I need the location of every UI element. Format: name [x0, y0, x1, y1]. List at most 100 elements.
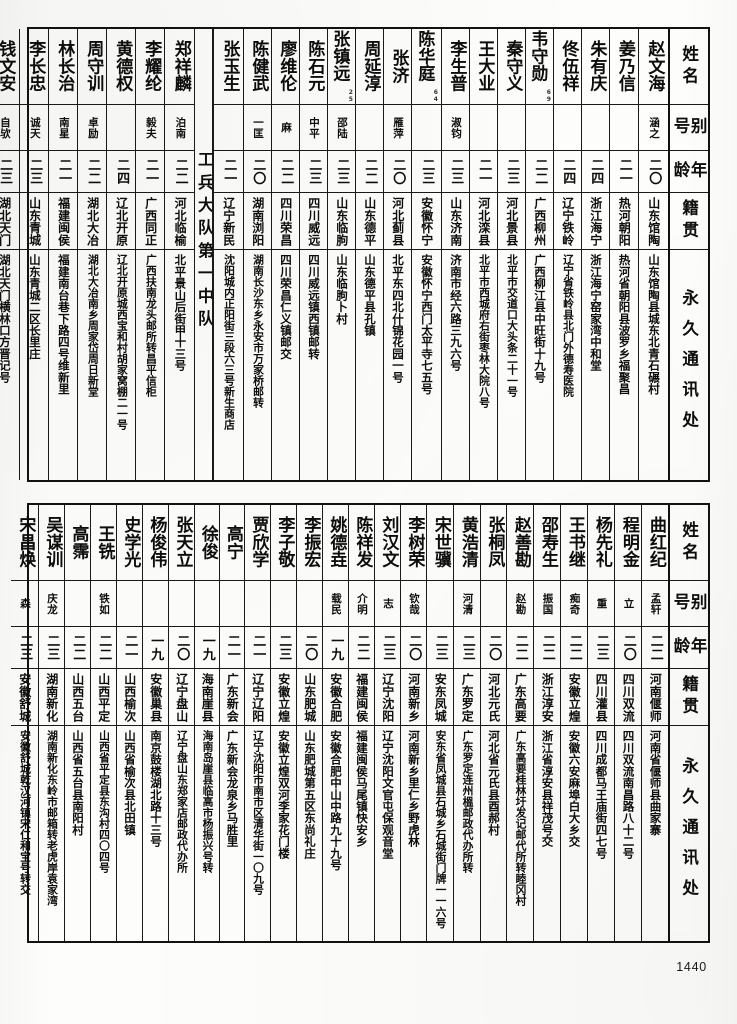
entry-origin: 山东临朐: [328, 193, 355, 250]
entry-age-text: 二三: [448, 157, 464, 186]
name-footnote-marker: 25: [347, 89, 355, 103]
entry-name: 周守训: [78, 29, 107, 105]
entry-age: 二三: [328, 151, 355, 193]
entry-name-text: 李耀纶: [141, 40, 162, 93]
entry-name: 张玉生: [214, 29, 243, 105]
entry-age-text: 二一: [616, 157, 632, 186]
entry-origin-text: 山西榆次: [122, 672, 137, 722]
entry-alias-text: 诚天: [28, 116, 41, 139]
entry-address-text: 北平市交道口大头条二十一号: [505, 254, 519, 398]
entry-address-text: 辽宁沈阳市南市区清华街一〇九号: [251, 730, 265, 896]
entry-name: 钱文安: [0, 29, 20, 105]
entry-origin: 浙江海宁: [582, 193, 609, 250]
entry-name-text: 钱文安: [0, 40, 16, 93]
entry-address-text: 安徽六安麻埠白大乡交: [567, 730, 582, 848]
entry-name-text: 王书继: [564, 516, 585, 569]
entry-address: 北平景山后街甲十三号: [165, 250, 194, 480]
entry-name-text: 张桐凤: [484, 516, 505, 569]
entry-age: 二一: [610, 151, 638, 193]
entry-name-text: 宋世骥: [430, 516, 451, 569]
entry-age-text: 二二: [539, 633, 555, 662]
entry-age: 二二: [534, 627, 560, 669]
entry-origin-text: 四川灌县: [594, 672, 609, 722]
entry-alias: [470, 105, 497, 151]
roster-entry-column: 周守训 卓励 二二 湖北大冶 湖北大冶南乡周家岱周日新堂: [77, 29, 107, 480]
entry-address-text: 辽宁沈阳文官屯保观音堂: [380, 730, 395, 860]
entry-origin: 安东凤城: [427, 669, 453, 726]
entry-age-text: 二〇: [390, 157, 406, 186]
entry-name-text: 秦守义: [502, 40, 523, 93]
roster-entry-column: 姚德垚 载民 一九 安徽合肥 安徽合肥中山中路九十九号: [322, 505, 348, 941]
entry-origin-text: 山东临朐: [334, 196, 349, 246]
roster-entry-column: 黄德权 二四 辽北开原 辽北开原城西宝和村胡家窝棚二一号: [106, 29, 136, 480]
entry-age: 二一: [214, 151, 243, 193]
header-age-text: 年龄: [671, 160, 708, 183]
name-text: 陈华庭: [414, 30, 435, 83]
entry-alias: 自欤: [0, 105, 20, 151]
entry-address-text: 广西扶南龙头邮所转昌平信柜: [144, 254, 158, 398]
entry-address-text: 沈阳城内正阳街三段六三号新生商店: [222, 254, 236, 431]
entry-address-text: 四川成都马王庙街四七号: [594, 730, 609, 860]
entry-address: 山西省平定县东沟村四〇四号: [91, 726, 116, 941]
entry-origin-text: 浙江海宁: [588, 196, 603, 246]
entry-address: 广东新会龙泉乡马胜里: [220, 726, 244, 941]
header-alias: 别号: [670, 105, 708, 151]
entry-name: 张镇远 25: [328, 29, 355, 105]
entry-name: 赵文海: [639, 29, 668, 105]
entry-name-text: 李子敬: [274, 516, 295, 569]
entry-alias-text: 钦哉: [407, 592, 420, 615]
entry-alias-text: 森: [18, 598, 31, 609]
entry-name: 李子敬: [271, 505, 296, 581]
entry-age-text: 二四: [588, 157, 604, 186]
header-address-text: 永久通讯处: [679, 757, 699, 910]
entry-origin-text: 辽宁新民: [221, 196, 236, 246]
entry-origin-text: 山西平定: [96, 672, 111, 722]
entry-alias: [526, 105, 553, 151]
header-alias-text: 别号: [671, 592, 708, 615]
entry-alias: [65, 581, 90, 627]
roster-entry-column: 赵善勘 赵勘 二二 广东高要 广东高要桂林圩发记邮代所转睦冈村: [506, 505, 533, 941]
entry-alias: [412, 105, 441, 151]
entry-origin-text: 安徽立煌: [567, 672, 582, 722]
entry-alias: 立: [615, 581, 641, 627]
entry-address-text: 安徽立煌双河李家花门楼: [276, 730, 291, 860]
entry-age: 二〇: [615, 627, 641, 669]
entry-name: 刘汉文: [375, 505, 400, 581]
roster-entry-column: 贾欣学 二一 辽宁辽阳 辽宁沈阳市南市区清华街一〇九号: [244, 505, 270, 941]
entry-address-text: 河南省偃师县曲家寨: [648, 730, 663, 836]
entry-address-text: 广东新会龙泉乡马胜里: [225, 730, 240, 848]
entry-address-text: 辽宁盘山东郑家店邮政代办所: [175, 730, 189, 874]
entry-address-text: 湖北天门横林口方晋记号: [0, 254, 12, 384]
entry-origin-text: 河南偃师: [648, 672, 663, 722]
entry-age: 二〇: [169, 627, 194, 669]
entry-origin: 湖南浏阳: [244, 193, 271, 250]
roster-entry-column: 杨先礼重二三 四川灌县 四川成都马王庙街四七号: [587, 505, 614, 941]
entry-address: 山西省榆次县北田镇: [117, 726, 142, 941]
entry-name: 杨先礼: [588, 505, 614, 581]
entry-age-text: 二三: [306, 157, 322, 186]
entry-address-text: 四川荣昌仁义镇邮交: [278, 254, 293, 360]
entry-origin-text: 山东济南: [448, 196, 463, 246]
entry-name-text: 林长治: [54, 40, 75, 93]
entry-age-text: 二一: [476, 157, 492, 186]
entry-age: 二三: [20, 151, 49, 193]
entry-alias: [481, 581, 506, 627]
entry-age-text: 二三: [432, 633, 448, 662]
entry-age: 二三: [11, 627, 38, 669]
entry-name: 黄浩清: [454, 505, 480, 581]
entry-address: 热河省朝阳县波罗乡福聚昌: [610, 250, 638, 480]
entry-address: 广东罗定连州榲邮政代办所转: [454, 726, 480, 941]
entry-address: 安徽舒城乾汉河镇宋仁和宝号转交: [11, 726, 38, 941]
entry-age-text: 二二: [566, 633, 582, 662]
roster-entry-column: 王大业 二一 河北滦县 北平市西城府右街枣林大院八号: [469, 29, 497, 480]
entry-alias-text: 庆龙: [45, 592, 58, 615]
entry-origin: 广西同正: [136, 193, 165, 250]
unit-title: 工兵大队第一中队: [195, 151, 214, 333]
roster-entry-column: 宋世骥 二三 安东凤城 安东省凤城县石城乡石城街门牌一一六号: [426, 505, 453, 941]
entry-origin: 河南偃师: [642, 669, 668, 726]
entry-name-text: 朱有庆: [586, 40, 607, 93]
entry-alias-text: 邵陆: [335, 116, 348, 139]
entry-alias-text: 麻: [279, 122, 292, 133]
entry-alias: 泊南: [165, 105, 195, 151]
roster-entry-column: 杨俊伟 一九 安徽巢县 南京鼓楼湖北路十三号: [142, 505, 168, 941]
